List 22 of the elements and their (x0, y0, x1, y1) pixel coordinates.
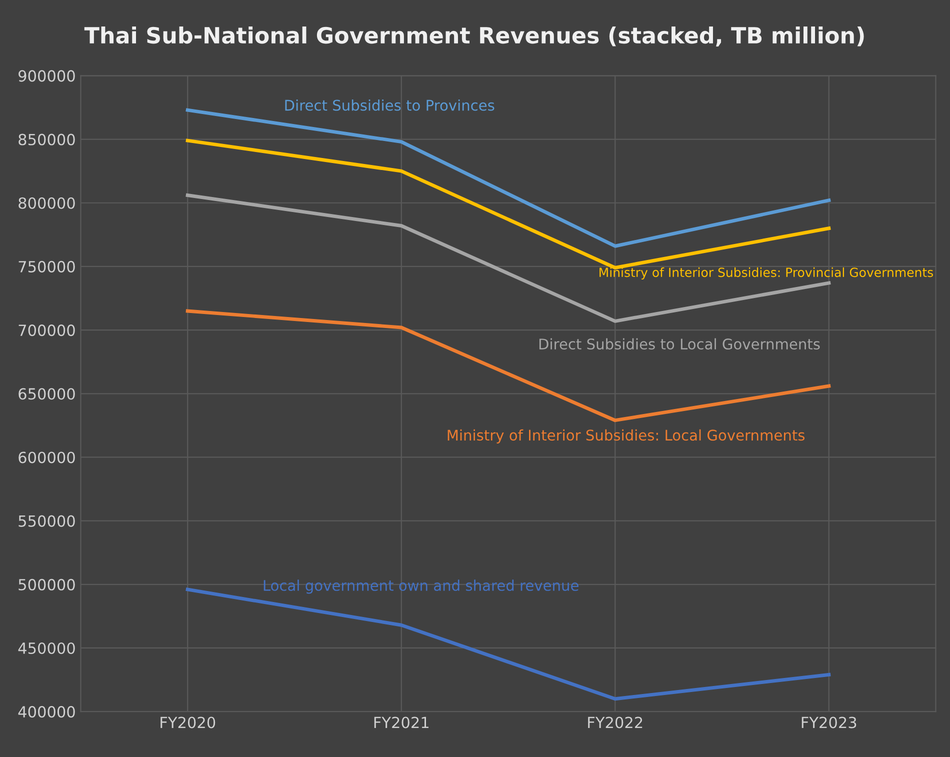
series-label: Ministry of Interior Subsidies: Local Governments (448, 429, 805, 444)
y-tick-label: 550000 (18, 515, 75, 527)
y-tick-label: 600000 (18, 452, 75, 464)
x-tick-label: FY2020 (160, 716, 216, 728)
y-tick-label: 650000 (18, 388, 75, 400)
y-tick-label: 400000 (18, 706, 75, 718)
text: Direct Subsidies to Local Governments (539, 338, 820, 350)
y-tick-label: 700000 (18, 324, 75, 336)
x-tick-label: FY2022 (588, 716, 642, 728)
y-tick-label: 500000 (18, 578, 75, 590)
y-tick-label: 450000 (18, 642, 75, 654)
y-tick-label: 750000 (18, 260, 75, 272)
line-series (186, 309, 831, 422)
series-label: Local government own and shared revenue (264, 580, 578, 594)
chart-title: Thai Sub-National Government Revenues (stacked, TB million) (84, 26, 864, 47)
series-label: Ministry of Interior Subsidies: Provincial Governments (600, 267, 934, 280)
series-label: Direct Subsidies to Provinces (285, 99, 494, 111)
y-tick-label: 900000 (18, 70, 75, 82)
x-tick-label: FY2021 (374, 716, 428, 728)
y-tick-label: 850000 (18, 134, 75, 146)
y-tick-label: 800000 (18, 197, 75, 209)
x-tick-label: FY2023 (802, 716, 856, 728)
